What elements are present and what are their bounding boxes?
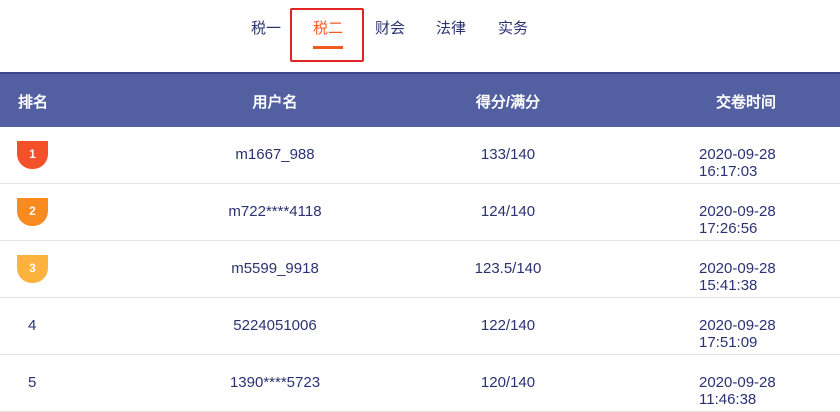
score: 122/140 [480,317,536,334]
tab-falv[interactable]: 法律 [421,17,481,38]
tab-shui-yi[interactable]: 税一 [236,17,296,38]
submit-time: 2020-09-28 11:46:38 [699,374,776,408]
rank-number: 5 [28,374,37,391]
header-username: 用户名 [252,94,298,111]
table-row: 3 m5599_9918 123.5/140 2020-09-28 15:41:38 [0,241,840,298]
header-submit-time: 交卷时间 [715,94,777,111]
tab-shui-er[interactable]: 税二 [298,17,358,49]
tab-label: 法律 [435,20,466,37]
header-score: 得分/满分 [475,94,541,111]
submit-time: 2020-09-28 16:17:03 [699,146,776,180]
rank-medal-icon: 2 [17,198,48,226]
username: m1667_988 [235,146,315,163]
subject-tabs: 税一 税二 财会 法律 实务 [0,0,840,72]
tab-label: 财会 [374,20,405,37]
rank-number: 4 [28,317,37,334]
table-row: 1 m1667_988 133/140 2020-09-28 16:17:03 [0,127,840,184]
username: m5599_9918 [231,260,319,277]
username: 1390****5723 [229,374,321,391]
submit-time: 2020-09-28 15:41:38 [699,260,776,294]
active-tab-underline [313,46,343,49]
rank-medal-icon: 1 [17,141,48,169]
highlight-box [290,8,364,62]
username: m722****4118 [228,203,322,220]
score: 133/140 [480,146,536,163]
submit-time: 2020-09-28 17:51:09 [699,317,776,351]
rank-medal-icon: 3 [17,255,48,283]
submit-time: 2020-09-28 17:26:56 [699,203,776,237]
tab-caikuai[interactable]: 财会 [360,17,420,38]
score: 123.5/140 [474,260,542,277]
header-rank: 排名 [18,94,49,111]
table-row: 2 m722****4118 124/140 2020-09-28 17:26:56 [0,184,840,241]
score: 120/140 [480,374,536,391]
table-row: 5 1390****5723 120/140 2020-09-28 11:46:38 [0,355,840,412]
score: 124/140 [480,203,536,220]
tab-label: 实务 [497,20,528,37]
username: 5224051006 [233,317,317,334]
tab-shiwu[interactable]: 实务 [483,17,543,38]
tab-label: 税二 [312,20,343,37]
table-row: 4 5224051006 122/140 2020-09-28 17:51:09 [0,298,840,355]
table-header: 排名 用户名 得分/满分 交卷时间 [0,72,840,127]
tab-label: 税一 [250,20,281,37]
